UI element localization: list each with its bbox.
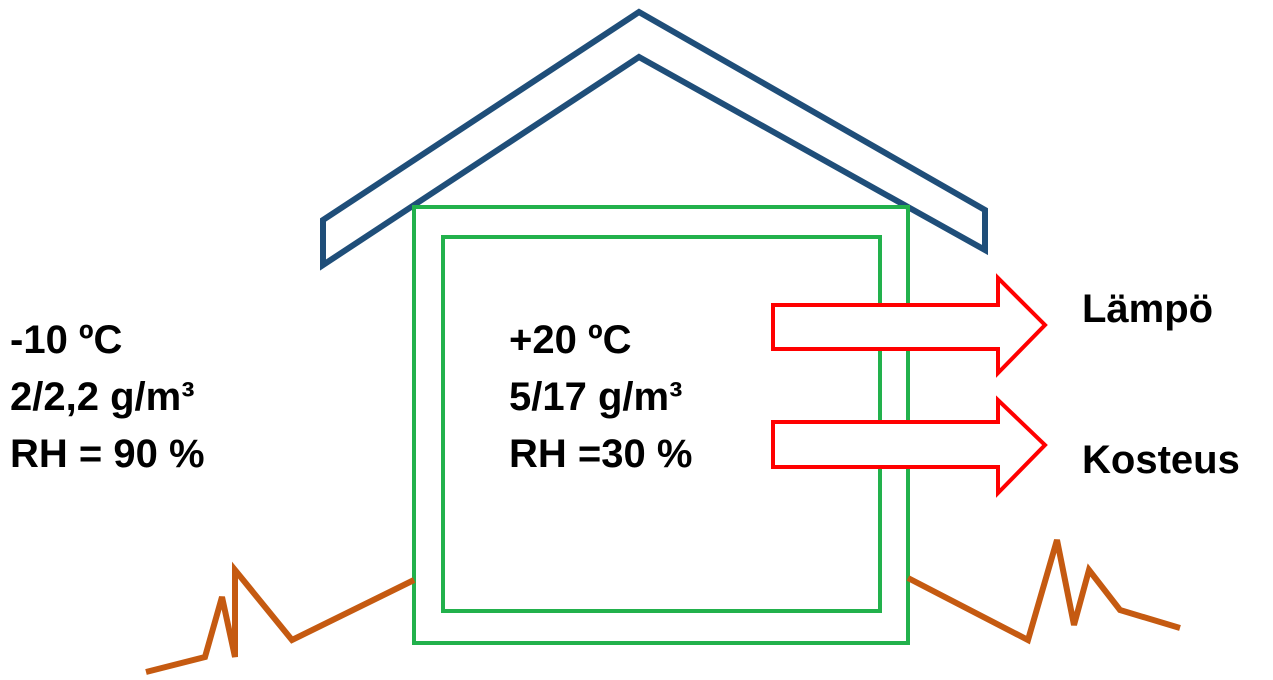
ground-left xyxy=(145,561,416,675)
inside-humidity: 5/17 g/m³ xyxy=(509,375,682,419)
heat-label: Lämpö xyxy=(1082,287,1213,331)
moisture-label: Kosteus xyxy=(1082,438,1240,482)
outside-temp: -10 ºC xyxy=(10,318,122,362)
outside-rh: RH = 90 % xyxy=(10,432,205,476)
inside-rh: RH =30 % xyxy=(509,432,692,476)
ground-right xyxy=(906,539,1181,645)
heat-arrow xyxy=(771,273,1048,378)
roof xyxy=(320,8,988,271)
outside-humidity: 2/2,2 g/m³ xyxy=(10,375,195,419)
moisture-arrow xyxy=(771,395,1048,498)
inside-temp: +20 ºC xyxy=(509,318,631,362)
